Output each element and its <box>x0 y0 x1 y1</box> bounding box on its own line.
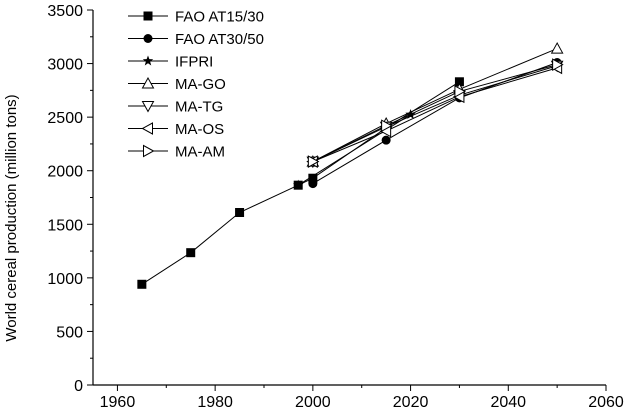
y-tick-label: 3500 <box>47 3 83 20</box>
legend-label: MA-TG <box>175 99 223 116</box>
y-tick-label: 2500 <box>47 110 83 127</box>
data-point <box>141 101 155 113</box>
series-line <box>312 64 558 163</box>
data-point <box>307 155 320 168</box>
data-point <box>381 135 391 145</box>
legend-label: IFPRI <box>175 54 213 71</box>
data-point <box>143 34 153 43</box>
data-point <box>381 119 393 133</box>
legend-item: MA-GO <box>128 76 226 93</box>
y-tick-label: 0 <box>74 378 83 395</box>
legend: FAO AT15/30 FAO AT30/50 IFPRI MA-GO MA-TG MA-… <box>128 9 264 161</box>
x-tick-label: 2000 <box>295 394 331 411</box>
axes: 1960 1980 2000 2020 2040 2060 0 500 1000 1500 2000… <box>47 3 623 411</box>
legend-item: MA-TG <box>128 99 223 116</box>
legend-label: MA-OS <box>175 121 224 138</box>
legend-item: FAO AT15/30 <box>128 9 264 26</box>
series-line <box>312 65 558 163</box>
data-point <box>235 208 245 217</box>
data-point <box>308 179 318 189</box>
legend-label: FAO AT15/30 <box>175 9 264 26</box>
legend-label: MA-AM <box>175 144 225 161</box>
series-line <box>312 48 558 163</box>
y-tick-label: 500 <box>56 324 83 341</box>
data-point <box>550 42 564 54</box>
x-tick-label: 2040 <box>490 394 526 411</box>
data-point <box>292 179 304 190</box>
data-point <box>552 58 564 71</box>
data-point <box>186 248 196 258</box>
data-point <box>454 85 466 98</box>
series-ma-am <box>307 58 564 168</box>
legend-item: IFPRI <box>128 54 213 71</box>
legend-label: MA-GO <box>175 76 226 93</box>
legend-item: MA-AM <box>128 144 225 161</box>
y-tick-label: 2000 <box>47 164 83 181</box>
y-tick-label: 1500 <box>47 217 83 234</box>
data-point <box>141 76 155 89</box>
series-line <box>297 114 411 186</box>
legend-item: FAO AT30/50 <box>128 31 264 48</box>
data-point <box>141 122 153 135</box>
x-tick-label: 1980 <box>197 394 233 411</box>
data-point <box>308 173 318 183</box>
x-tick-label: 2060 <box>588 394 624 411</box>
series-line <box>312 62 558 185</box>
y-axis-title: World cereal production (million tons) <box>3 94 20 341</box>
data-point <box>143 144 155 158</box>
series-layer <box>137 42 564 289</box>
data-point <box>143 11 153 21</box>
series-line <box>312 67 558 163</box>
x-tick-label: 1960 <box>100 394 136 411</box>
y-tick-label: 1000 <box>47 271 83 288</box>
y-tick-label: 3000 <box>47 57 83 74</box>
series-ma-os <box>306 61 563 168</box>
data-point <box>142 55 154 66</box>
data-point <box>454 77 464 87</box>
legend-item: MA-OS <box>128 121 224 138</box>
x-tick-label: 2020 <box>393 394 429 411</box>
data-point <box>137 279 147 289</box>
legend-label: FAO AT30/50 <box>175 31 264 48</box>
